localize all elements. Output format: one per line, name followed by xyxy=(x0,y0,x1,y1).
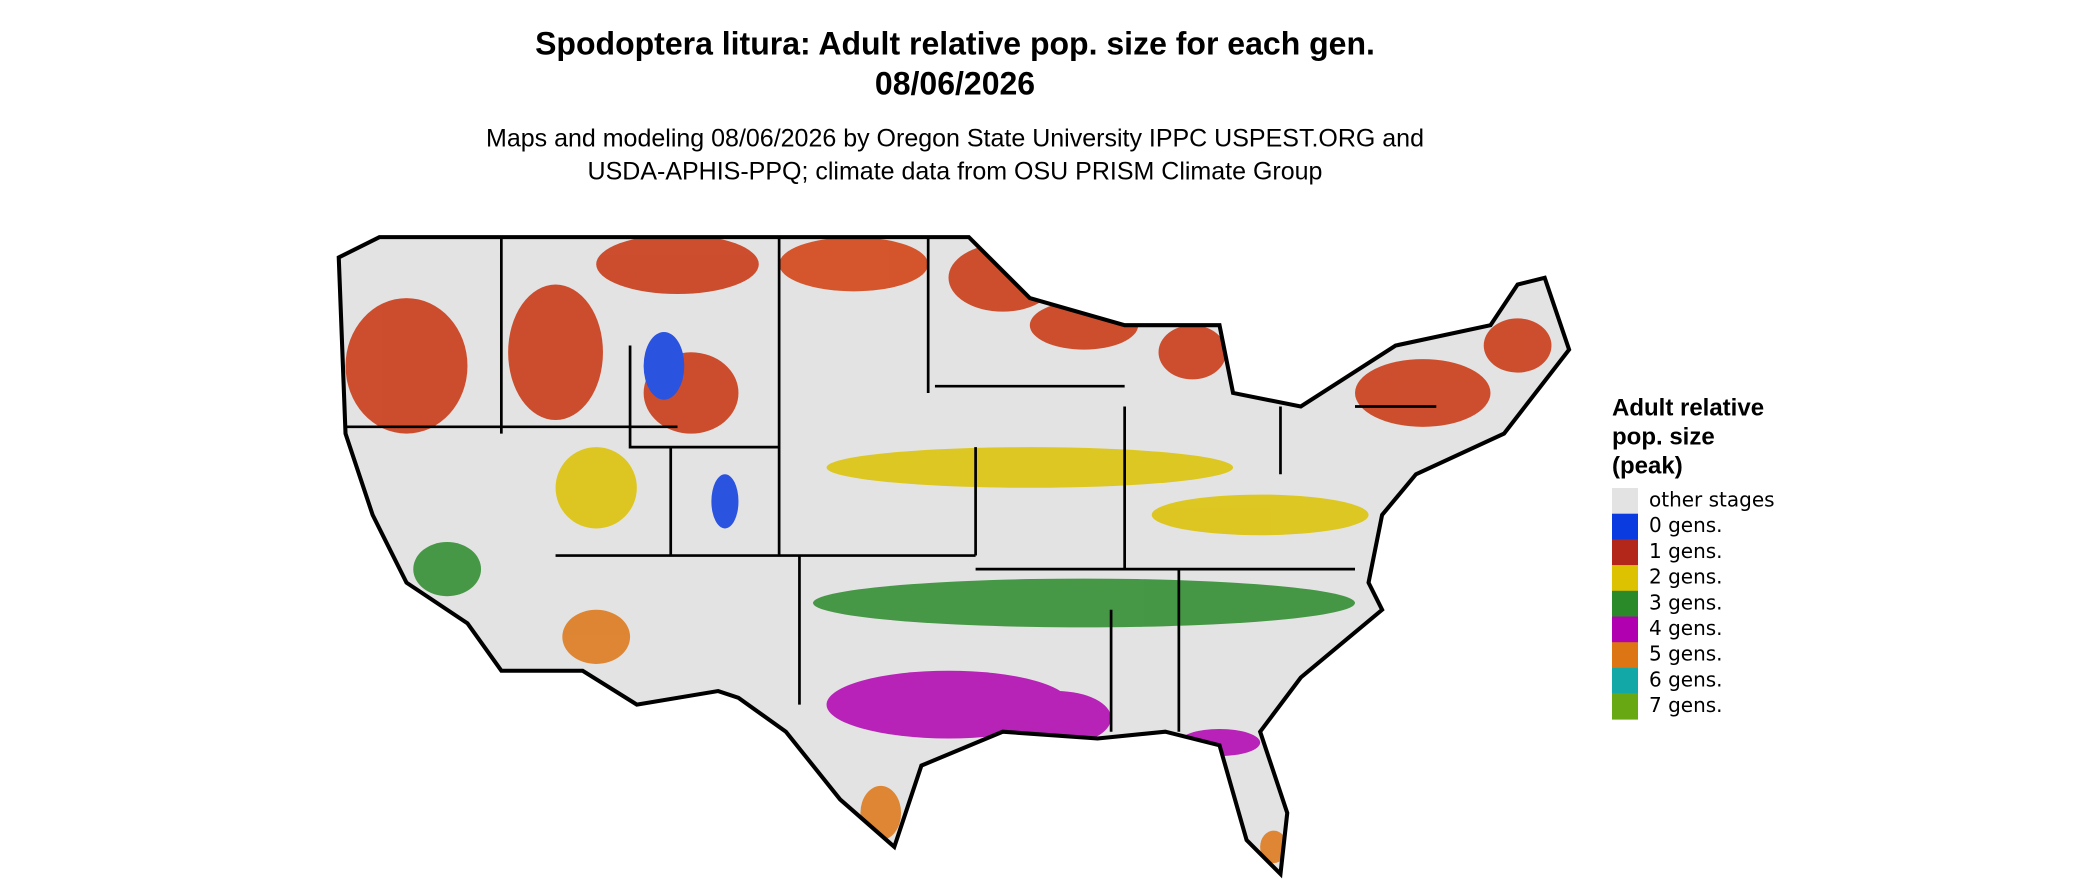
legend-label: 7 gens. xyxy=(1649,693,1723,717)
legend-label: 1 gens. xyxy=(1649,539,1723,563)
subtitle: USDA-APHIS-PPQ; climate data from OSU PR… xyxy=(588,158,1323,186)
state-borders xyxy=(345,237,1437,732)
legend-label: 6 gens. xyxy=(1649,667,1723,691)
title: 08/06/2026 xyxy=(875,65,1035,101)
legend-swatch xyxy=(1612,642,1638,669)
legend-label: 0 gens. xyxy=(1649,513,1723,537)
us-border xyxy=(336,235,1572,879)
legend-title: Adult relative xyxy=(1612,394,1764,421)
map xyxy=(336,235,1572,879)
legend-swatch xyxy=(1612,590,1638,617)
legend-title: (peak) xyxy=(1612,452,1683,479)
legend-swatch xyxy=(1612,513,1638,540)
legend-swatch xyxy=(1612,667,1638,694)
legend-swatch xyxy=(1612,693,1638,720)
legend-swatch xyxy=(1612,565,1638,592)
legend-swatch xyxy=(1612,539,1638,566)
legend-label: 3 gens. xyxy=(1649,590,1723,614)
legend-swatch xyxy=(1612,616,1638,643)
legend-label: other stages xyxy=(1649,488,1775,512)
legend-title: pop. size xyxy=(1612,423,1715,450)
title: Spodoptera litura: Adult relative pop. s… xyxy=(535,25,1375,61)
legend-label: 4 gens. xyxy=(1649,616,1723,640)
legend-label: 5 gens. xyxy=(1649,642,1723,666)
legend-swatch xyxy=(1612,488,1638,514)
subtitle: Maps and modeling 08/06/2026 by Oregon S… xyxy=(486,125,1424,153)
legend-label: 2 gens. xyxy=(1649,565,1723,589)
